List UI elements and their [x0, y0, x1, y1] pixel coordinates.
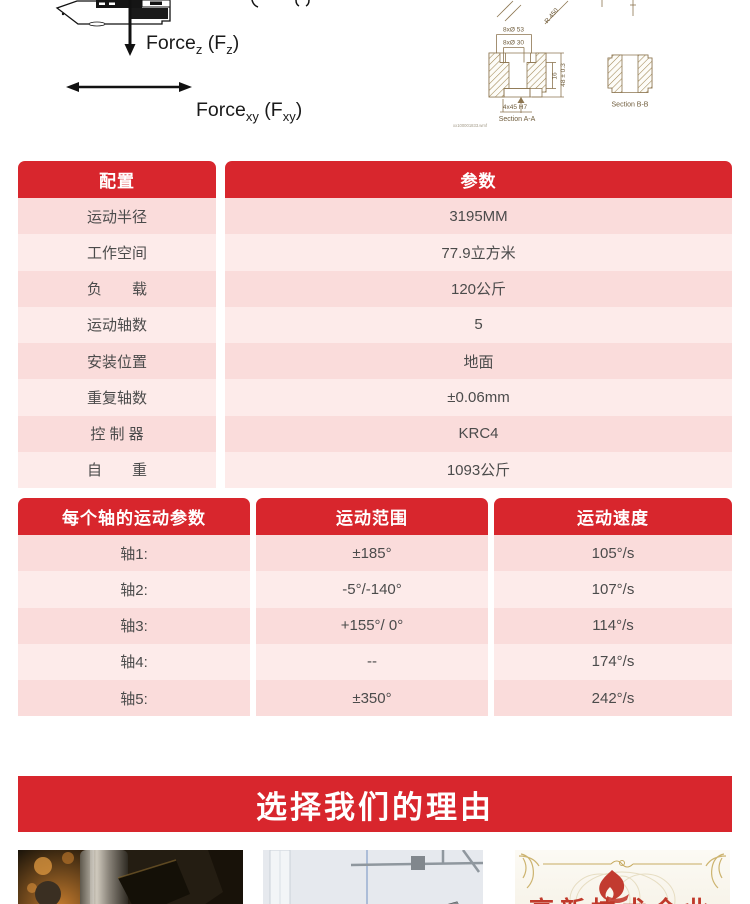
axis-table-col-range: 运动范围 ±185° -5°/-140° +155°/ 0° -- ±350°	[256, 498, 488, 717]
table-cell: 3195MM	[225, 198, 732, 235]
table-cell: 控 制 器	[18, 415, 216, 452]
table-cell: 轴3:	[18, 607, 250, 644]
table-cell: +155°/ 0°	[256, 607, 488, 644]
table-cell: 安装位置	[18, 343, 216, 380]
gold-top-ornament	[543, 860, 702, 868]
section-b-drawing: Section B-B	[607, 54, 653, 109]
table-cell: --	[256, 643, 488, 680]
axis-table: 每个轴的运动参数 轴1: 轴2: 轴3: 轴4: 轴5: 运动范围 ±185° …	[18, 498, 732, 717]
section-title-banner: 选择我们的理由	[18, 776, 732, 832]
gallery: 高新技术企业	[18, 850, 732, 904]
table-header: 参数	[225, 161, 732, 198]
table-cell: 5	[225, 306, 732, 343]
force-xy-label: Forcexy (Fxy)	[196, 99, 302, 124]
svg-text:8xØ 30: 8xØ 30	[503, 40, 524, 47]
table-cell: 自 重	[18, 451, 216, 488]
table-cell: 运动轴数	[18, 306, 216, 343]
table-header: 配置	[18, 161, 216, 198]
force-diagram: Forcez (Fz) Forcexy (Fxy)	[55, 0, 310, 124]
table-cell: 轴5:	[18, 680, 250, 717]
gallery-photo-workshop	[263, 850, 483, 904]
clamp	[118, 860, 190, 904]
table-cell: 107°/s	[494, 571, 732, 608]
force-xy-arrow-icon	[66, 82, 192, 92]
table-header: 每个轴的运动参数	[18, 498, 250, 535]
svg-text:4x45 H7: 4x45 H7	[503, 104, 528, 111]
svg-text:48 ± 0.3: 48 ± 0.3	[560, 63, 567, 87]
table-cell: ±350°	[256, 680, 488, 717]
axis-table-col-axis: 每个轴的运动参数 轴1: 轴2: 轴3: 轴4: 轴5:	[18, 498, 250, 717]
force-z-arrow-icon	[124, 0, 136, 56]
svg-text:8xØ 53: 8xØ 53	[503, 27, 524, 34]
flame-logo-icon	[599, 870, 629, 903]
table-cell: 轴1:	[18, 535, 250, 572]
certificate-title: 高新技术企业	[529, 896, 715, 904]
gold-corner-ornament	[518, 853, 727, 889]
table-cell: 174°/s	[494, 643, 732, 680]
table-cell: 1093公斤	[225, 451, 732, 488]
table-cell: ±0.06mm	[225, 379, 732, 416]
table-cell: 地面	[225, 343, 732, 380]
bolt-head	[35, 881, 61, 904]
table-cell: KRC4	[225, 415, 732, 452]
table-cell: 轴2:	[18, 571, 250, 608]
gallery-photo-machining	[18, 850, 243, 904]
axis-table-col-speed: 运动速度 105°/s 107°/s 114°/s 174°/s 242°/s	[494, 498, 732, 717]
table-cell: 114°/s	[494, 607, 732, 644]
ceiling-box	[411, 856, 425, 870]
table-cell: 工作空间	[18, 234, 216, 271]
photo-background	[263, 850, 483, 904]
svg-text:R 450: R 450	[544, 7, 561, 25]
technical-drawings: Forcez (Fz) Forcexy (Fxy) R 450	[55, 0, 653, 129]
table-cell: 120公斤	[225, 270, 732, 307]
table-cell: ±185°	[256, 535, 488, 572]
svg-text:16: 16	[552, 72, 559, 80]
cut-text-remnant	[251, 0, 310, 8]
machine-silhouette	[55, 0, 171, 27]
section-a-drawing: 8xØ 53 8xØ 30 16 48 ± 0.3	[453, 27, 567, 129]
config-table-right-column: 参数 3195MM 77.9立方米 120公斤 5 地面 ±0.06mm KRC…	[225, 161, 732, 488]
table-cell: -5°/-140°	[256, 571, 488, 608]
config-table-left-column: 配置 运动半径 工作空间 负 载 运动轴数 安装位置 重复轴数 控 制 器 自 …	[18, 161, 216, 488]
table-cell: 242°/s	[494, 680, 732, 717]
partial-dimension-lines: R 450	[496, 0, 636, 25]
table-cell: 运动半径	[18, 198, 216, 235]
force-z-label: Forcez (Fz)	[146, 32, 239, 57]
table-header: 运动范围	[256, 498, 488, 535]
svg-text:Section B-B: Section B-B	[612, 102, 649, 109]
table-cell: 重复轴数	[18, 379, 216, 416]
svg-text:xx100001833.wmf: xx100001833.wmf	[453, 123, 488, 128]
section-drawings: R 450 8xØ 53 8xØ 3	[453, 0, 653, 129]
section-title: 选择我们的理由	[256, 789, 494, 825]
svg-text:Section A-A: Section A-A	[499, 116, 536, 123]
table-cell: 负 载	[18, 270, 216, 307]
table-cell: 轴4:	[18, 643, 250, 680]
table-header: 运动速度	[494, 498, 732, 535]
table-cell: 105°/s	[494, 535, 732, 572]
metal-cylinder	[80, 850, 128, 904]
config-table: 配置 运动半径 工作空间 负 载 运动轴数 安装位置 重复轴数 控 制 器 自 …	[18, 161, 732, 488]
table-cell: 77.9立方米	[225, 234, 732, 271]
gallery-photo-certificate: 高新技术企业	[515, 850, 730, 904]
certificate-background	[515, 850, 730, 904]
